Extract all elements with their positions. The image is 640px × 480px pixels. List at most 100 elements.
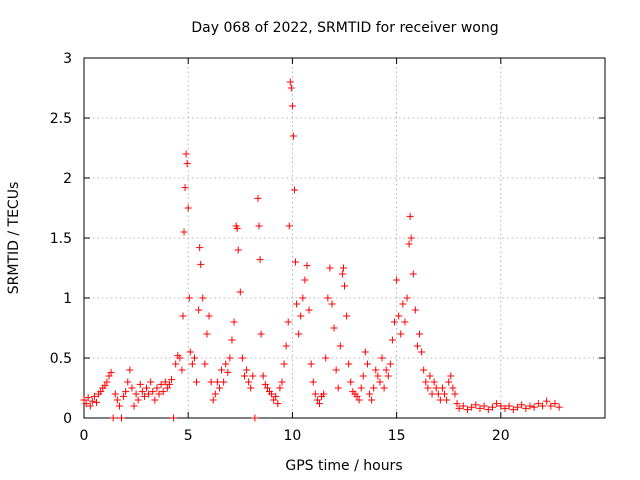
data-point [195, 306, 203, 314]
data-point [254, 194, 262, 202]
data-point [386, 360, 394, 368]
data-point [182, 150, 190, 158]
data-point [320, 390, 328, 398]
data-point [109, 414, 117, 422]
data-point [388, 336, 396, 344]
data-point [84, 394, 92, 402]
x-tick-labels: 0 5 10 15 20 [80, 428, 510, 444]
data-point [334, 384, 342, 392]
data-point [178, 366, 186, 374]
data-point [255, 222, 263, 230]
data-point [289, 132, 297, 140]
data-point [409, 270, 417, 278]
data-point [199, 294, 207, 302]
data-point [132, 390, 140, 398]
data-point [213, 378, 221, 386]
data-point [526, 402, 534, 410]
data-point [149, 388, 157, 396]
data-point [188, 360, 196, 368]
data-point [472, 401, 480, 409]
data-point [228, 336, 236, 344]
data-point [366, 390, 374, 398]
data-point [118, 414, 126, 422]
data-point [406, 212, 414, 220]
data-point [401, 318, 409, 326]
data-point [143, 384, 151, 392]
data-point [430, 378, 438, 386]
chart-title: Day 068 of 2022, SRMTID for receiver won… [191, 20, 498, 36]
data-point [307, 360, 315, 368]
data-point [278, 378, 286, 386]
data-point [263, 384, 271, 392]
data-point [274, 400, 282, 408]
data-point [413, 342, 421, 350]
data-point [97, 388, 105, 396]
data-point [290, 186, 298, 194]
y-tick-label: 2.5 [50, 111, 72, 127]
y-tick-label: 3 [63, 51, 72, 67]
data-point [103, 378, 111, 386]
data-point [292, 258, 300, 266]
data-point [172, 360, 180, 368]
data-point [382, 366, 390, 374]
data-point [215, 384, 223, 392]
data-point [326, 264, 334, 272]
data-point [424, 384, 432, 392]
data-point [257, 330, 265, 338]
data-point [90, 392, 98, 400]
data-point [518, 401, 526, 409]
data-point [218, 366, 226, 374]
data-point [276, 384, 284, 392]
data-point [105, 372, 113, 380]
data-point [534, 400, 542, 408]
data-point [86, 402, 94, 410]
data-point [287, 84, 295, 92]
data-point [449, 384, 457, 392]
data-point [261, 380, 269, 388]
data-point [432, 384, 440, 392]
y-tick-label: 1 [63, 291, 72, 307]
data-point [338, 270, 346, 278]
data-point [176, 354, 184, 362]
data-point [190, 354, 198, 362]
data-point [247, 384, 255, 392]
data-point [422, 378, 430, 386]
data-point [111, 390, 119, 398]
data-point [426, 372, 434, 380]
data-point [251, 414, 259, 422]
data-point [403, 294, 411, 302]
data-point [538, 402, 546, 410]
data-point [145, 390, 153, 398]
data-point [443, 396, 451, 404]
data-point [151, 396, 159, 404]
data-point [411, 306, 419, 314]
data-point [328, 300, 336, 308]
data-point [313, 396, 321, 404]
data-point [193, 378, 201, 386]
data-point [336, 342, 344, 350]
data-point [428, 390, 436, 398]
data-point [397, 330, 405, 338]
data-point [183, 160, 191, 168]
data-point [509, 406, 517, 414]
data-point [555, 403, 563, 411]
data-point [530, 403, 538, 411]
data-point [295, 330, 303, 338]
data-point [391, 318, 399, 326]
data-point [368, 396, 376, 404]
data-point [493, 400, 501, 408]
data-point [130, 402, 138, 410]
data-point [230, 318, 238, 326]
axis-ticks [83, 57, 605, 419]
data-point [259, 372, 267, 380]
grid-lines [84, 58, 605, 418]
data-point [322, 354, 330, 362]
data-point [170, 414, 178, 422]
data-point [513, 403, 521, 411]
data-point [159, 388, 167, 396]
data-point [282, 342, 290, 350]
data-point [418, 348, 426, 356]
x-axis-label: GPS time / hours [285, 458, 402, 474]
data-point [185, 294, 193, 302]
data-point [280, 360, 288, 368]
